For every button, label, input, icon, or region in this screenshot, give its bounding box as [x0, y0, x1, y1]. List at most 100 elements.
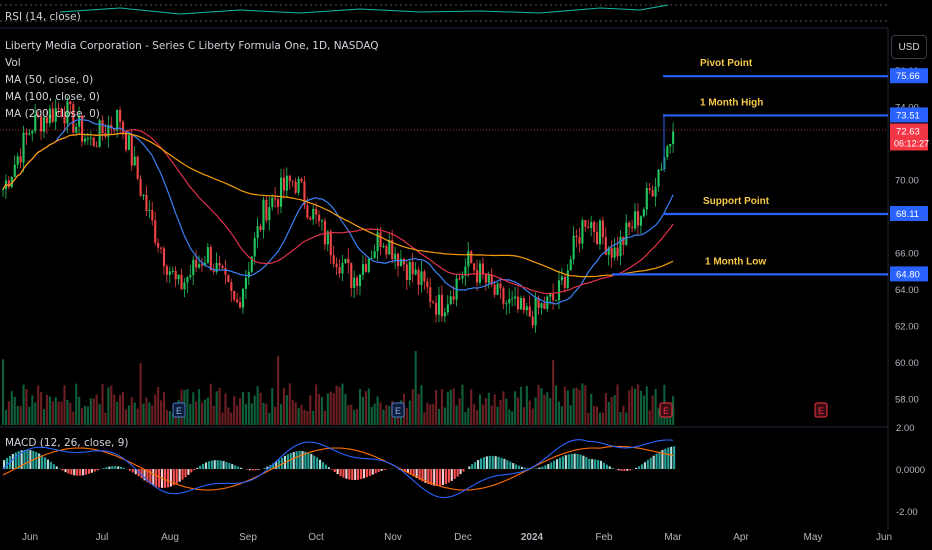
candle-body: [531, 316, 534, 326]
macd-histogram-bar: [90, 469, 93, 473]
macd-histogram-bar: [275, 461, 278, 469]
candle-body: [417, 269, 420, 286]
support-resistance-levels: Pivot Point 1 Month High Support Point 1 Mo…: [612, 58, 888, 276]
volume-bar: [358, 388, 362, 425]
earnings-marker-icon[interactable]: E: [391, 402, 405, 418]
volume-bar: [81, 408, 84, 425]
macd-histogram-bar: [637, 466, 641, 469]
macd-histogram-bar: [84, 469, 88, 475]
macd-histogram-bar: [570, 453, 573, 469]
volume-bar: [203, 399, 207, 425]
macd-histogram-bar: [611, 467, 614, 469]
macd-histogram-bar: [251, 469, 254, 471]
macd-histogram-bar: [500, 457, 503, 469]
time-axis[interactable]: Jun Jul Aug Sep Oct Nov Dec 2024 Feb Mar Apr May Jun: [22, 532, 892, 543]
macd-histogram-bar: [131, 469, 134, 473]
macd-histogram-bar: [491, 455, 494, 469]
candle-body: [315, 208, 318, 215]
earnings-marker-letter: E: [395, 406, 401, 416]
volume-bar: [171, 412, 174, 425]
volume-bar: [449, 389, 452, 425]
macd-histogram-bar: [456, 469, 459, 477]
candle-body: [160, 247, 163, 249]
candle-body: [262, 199, 265, 230]
macd-histogram-bar: [67, 469, 70, 474]
volume-bar: [385, 404, 388, 425]
candle-body: [145, 195, 148, 211]
candle-body: [78, 115, 81, 127]
macd-histogram-bar: [111, 466, 114, 469]
candle-body: [157, 242, 160, 248]
volume-bar: [528, 400, 531, 425]
macd-tick: 2.00: [896, 423, 915, 434]
volume-bar: [22, 384, 25, 425]
macd-histogram-bar: [102, 468, 105, 469]
candle-body: [218, 262, 221, 266]
candle-body: [636, 211, 640, 226]
candle-body: [121, 121, 125, 132]
volume-bar: [151, 405, 154, 425]
macd-histogram-bar: [640, 464, 644, 469]
volume-bar: [300, 404, 303, 425]
time-tick: Jun: [22, 532, 38, 543]
earnings-marker-icon[interactable]: E: [814, 402, 828, 418]
volume-bar: [218, 387, 221, 425]
symbol-title[interactable]: Liberty Media Corporation - Series C Lib…: [5, 40, 379, 52]
candle-body: [288, 175, 291, 182]
volume-bar: [382, 409, 385, 425]
candle-body: [116, 109, 119, 131]
candle-body: [499, 283, 502, 289]
volume-bar: [259, 392, 262, 425]
candle-body: [318, 214, 321, 222]
volume-bar: [303, 409, 306, 425]
candle-body: [66, 101, 69, 124]
macd-histogram-bar: [207, 461, 210, 469]
earnings-marker-icon[interactable]: E: [659, 402, 673, 418]
candle-body: [358, 274, 362, 286]
volume-bar: [461, 384, 464, 425]
price-tick: 60.00: [895, 358, 919, 369]
candle-body: [631, 227, 634, 229]
level-label: 1 Month Low: [705, 256, 766, 267]
volume-bar: [350, 404, 353, 425]
candle-body: [107, 124, 110, 137]
candle-body: [63, 116, 66, 124]
candle-body: [625, 222, 628, 245]
volume-bar: [130, 397, 133, 425]
macd-histogram-bar: [122, 467, 126, 469]
macd-histogram-bar: [471, 464, 474, 469]
volume-bar: [145, 397, 148, 425]
volume-bar: [230, 412, 233, 425]
volume-bar: [236, 405, 239, 425]
earnings-marker-icon[interactable]: E: [172, 402, 186, 418]
time-tick: Dec: [454, 532, 472, 543]
macd-histogram-bar: [474, 461, 477, 469]
candle-body: [572, 235, 575, 260]
macd-histogram-bar: [70, 469, 73, 475]
macd-histogram-bar: [310, 453, 313, 469]
volume-bar: [598, 412, 602, 425]
candle-body: [449, 296, 452, 305]
candle-body: [528, 306, 531, 317]
candle-body: [522, 298, 525, 311]
volume-bar: [309, 395, 312, 425]
volume-bar: [34, 402, 37, 425]
macd-histogram-bar: [535, 468, 538, 469]
volume-bar: [429, 404, 432, 425]
candle-body: [247, 271, 250, 278]
candle-body: [335, 263, 338, 267]
price-axis[interactable]: 76.0074.0072.0070.0068.0066.0064.0062.00…: [890, 66, 929, 518]
macd-histogram-bar: [193, 469, 196, 471]
macd-histogram-bar: [348, 469, 351, 480]
price-tag: [890, 205, 928, 221]
candle-body: [563, 276, 566, 288]
volume-bar: [200, 402, 204, 425]
macd-histogram-bar: [497, 456, 500, 469]
macd-histogram-bar: [556, 459, 559, 469]
candle-body: [282, 177, 286, 191]
volume-bar: [160, 400, 163, 425]
currency-button[interactable]: USD: [891, 35, 927, 59]
macd-histogram-bar: [278, 459, 281, 469]
